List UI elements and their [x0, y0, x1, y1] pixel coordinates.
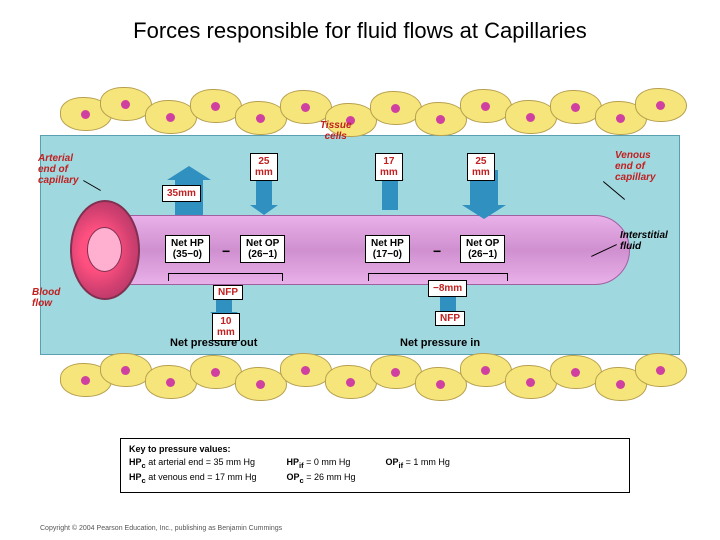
bracket-in	[368, 273, 508, 281]
net-pressure-out: Net pressure out	[170, 337, 257, 349]
tissue-cell	[635, 88, 687, 122]
key-opif: OPif = 1 mm Hg	[385, 456, 449, 471]
label-net-op-v: Net OP (26−1)	[460, 235, 505, 263]
key-column-1: HPc HPc at arterial end = 35 mm Hgat art…	[129, 456, 257, 487]
key-legend: Key to pressure values: HPc HPc at arter…	[120, 438, 630, 493]
page-title: Forces responsible for fluid flows at Ca…	[0, 0, 720, 44]
bracket-out	[168, 273, 283, 281]
value-op-arterial: 25 mm	[250, 153, 278, 181]
arterial-end	[70, 200, 140, 300]
label-blood-flow: Blood flow	[32, 287, 60, 309]
label-interstitial: Interstitial fluid	[620, 230, 668, 252]
nfp-out-label: NFP	[213, 285, 243, 300]
value-hp-venous: 17 mm	[375, 153, 403, 181]
value-hp-arterial: 35mm	[162, 185, 201, 202]
label-net-op-a: Net OP (26−1)	[240, 235, 285, 263]
capillary-lumen	[87, 227, 122, 272]
diagram: 35mm 25 mm 17 mm 25 mm Net HP (35−0) Net…	[40, 95, 680, 435]
value-op-venous: 25 mm	[467, 153, 495, 181]
minus-sign: −	[222, 243, 230, 259]
nfp-in-value: −8mm	[428, 280, 467, 297]
key-opc: OPc = 26 mm Hg	[287, 471, 356, 486]
minus-sign: −	[433, 243, 441, 259]
key-title: Key to pressure values:	[129, 444, 621, 454]
net-pressure-in: Net pressure in	[400, 337, 480, 349]
key-hpif: HPif = 0 mm Hg	[287, 456, 356, 471]
key-hpc-venous: HPc at venous end = 17 mm Hg	[129, 471, 257, 486]
key-column-2: HPif = 0 mm Hg OPc = 26 mm Hg	[287, 456, 356, 487]
key-hpc-arterial: HPc HPc at arterial end = 35 mm Hgat art…	[129, 456, 257, 471]
label-tissue-cells: Tissue cells	[320, 120, 352, 142]
label-net-hp-a: Net HP (35−0)	[165, 235, 210, 263]
nfp-in-label: NFP	[435, 311, 465, 326]
tissue-cell	[635, 353, 687, 387]
label-net-hp-v: Net HP (17−0)	[365, 235, 410, 263]
label-arterial-end: Arterial end of capillary	[38, 153, 79, 186]
label-venous-end: Venous end of capillary	[615, 150, 656, 183]
arrow-hp-venous	[382, 180, 398, 210]
key-column-3: OPif = 1 mm Hg	[385, 456, 449, 487]
copyright-text: Copyright © 2004 Pearson Education, Inc.…	[40, 525, 282, 532]
